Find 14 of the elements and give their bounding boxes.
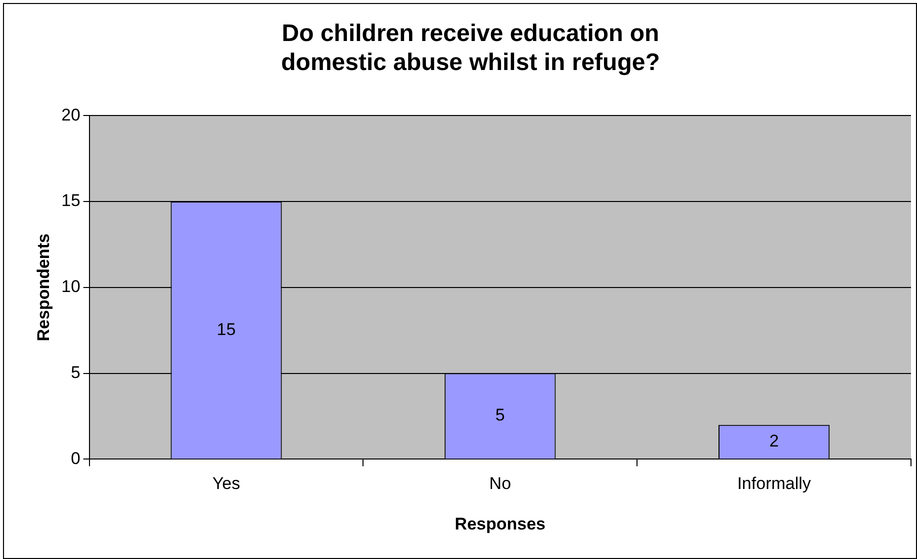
y-axis-title: Respondents — [34, 234, 53, 342]
chart-title: Do children receive education on domestic abuse whilst in refuge? — [281, 20, 660, 76]
y-tick-label: 10 — [61, 277, 80, 296]
data-label: 2 — [769, 431, 779, 450]
x-tick-label: Yes — [212, 474, 240, 494]
y-tick-label: 5 — [70, 362, 80, 382]
y-tick-label: 15 — [61, 191, 80, 210]
y-tick-label: 0 — [70, 448, 80, 468]
y-tick-label: 20 — [61, 105, 80, 124]
x-tick-label: No — [489, 474, 512, 494]
data-label: 15 — [216, 320, 236, 339]
x-axis-title: Responses — [454, 514, 546, 534]
x-tick-label: Informally — [737, 474, 812, 494]
data-label: 5 — [495, 406, 505, 425]
